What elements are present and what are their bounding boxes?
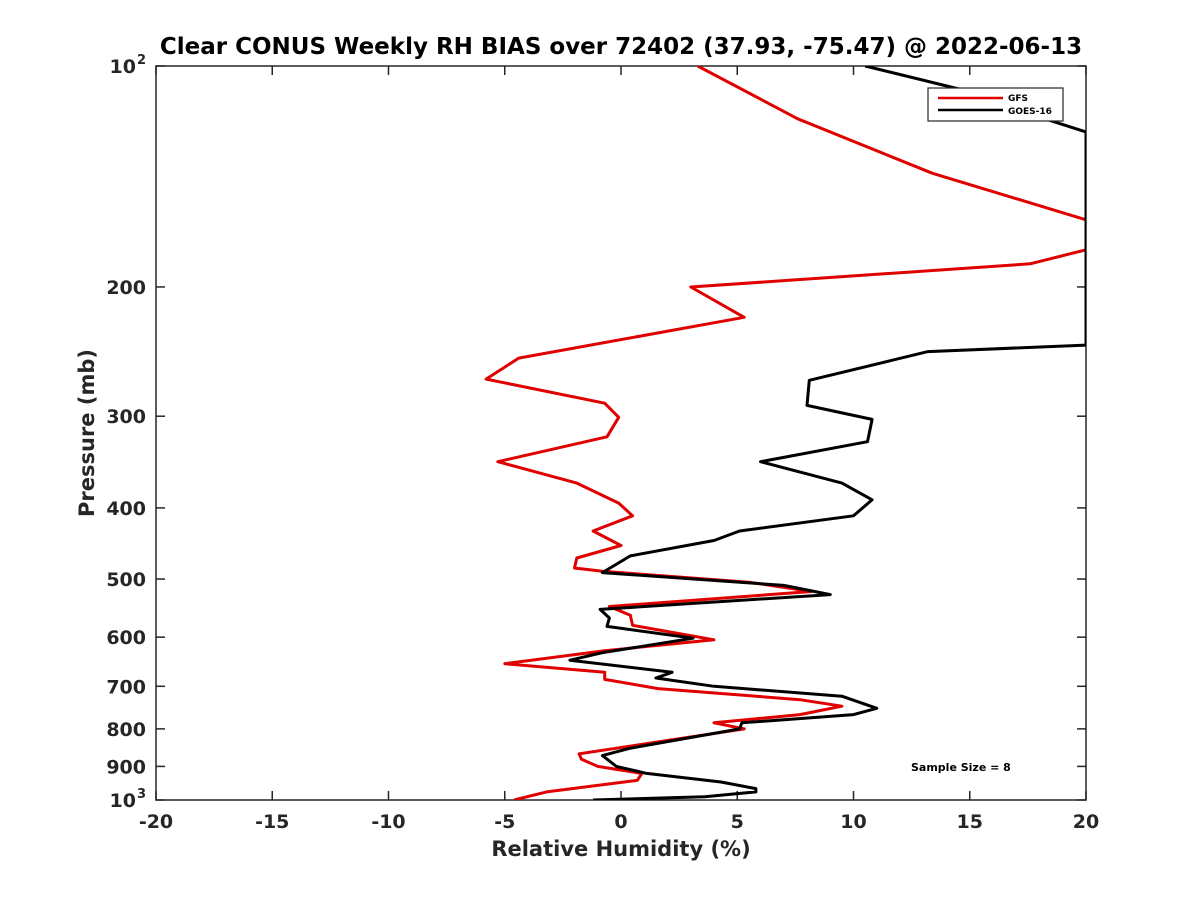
goes16-series-line xyxy=(568,66,1086,800)
x-tick-label: -10 xyxy=(371,811,405,833)
series-layer xyxy=(484,66,1086,800)
legend-label-goes16: GOES-16 xyxy=(1008,107,1052,117)
x-tick-label: 10 xyxy=(840,811,866,833)
y-tick-label: 10 xyxy=(110,790,136,812)
y-tick-label: 700 xyxy=(106,676,146,698)
x-axis: -20 -15 -10 -5 0 5 10 15 20 xyxy=(139,66,1099,833)
chart-title: Clear CONUS Weekly RH BIAS over 72402 (3… xyxy=(160,34,1082,60)
legend: GFS GOES-16 xyxy=(927,87,1064,122)
x-tick-label: 5 xyxy=(731,811,744,833)
y-tick-exponent: 2 xyxy=(137,53,146,68)
y-tick-label: 10 xyxy=(110,56,136,78)
legend-label-gfs: GFS xyxy=(1008,94,1028,104)
x-tick-label: 15 xyxy=(957,811,983,833)
y-tick-label: 900 xyxy=(106,756,146,778)
legend-box xyxy=(927,87,1064,122)
y-tick-label: 800 xyxy=(106,719,146,741)
x-tick-label: -15 xyxy=(255,811,289,833)
y-tick-label: 500 xyxy=(106,569,146,591)
y-axis-label: Pressure (mb) xyxy=(75,349,99,517)
y-tick-label: 600 xyxy=(106,627,146,649)
y-tick-label: 400 xyxy=(106,498,146,520)
y-tick-exponent: 3 xyxy=(137,787,146,802)
x-tick-label: -5 xyxy=(494,811,515,833)
sample-size-annotation: Sample Size = 8 xyxy=(911,761,1011,774)
plot-area xyxy=(155,65,1087,801)
x-tick-label: 0 xyxy=(614,811,627,833)
x-axis-label: Relative Humidity (%) xyxy=(491,837,750,861)
y-tick-label: 300 xyxy=(106,406,146,428)
x-tick-label: -20 xyxy=(139,811,173,833)
y-tick-label: 200 xyxy=(106,277,146,299)
x-tick-label: 20 xyxy=(1073,811,1099,833)
